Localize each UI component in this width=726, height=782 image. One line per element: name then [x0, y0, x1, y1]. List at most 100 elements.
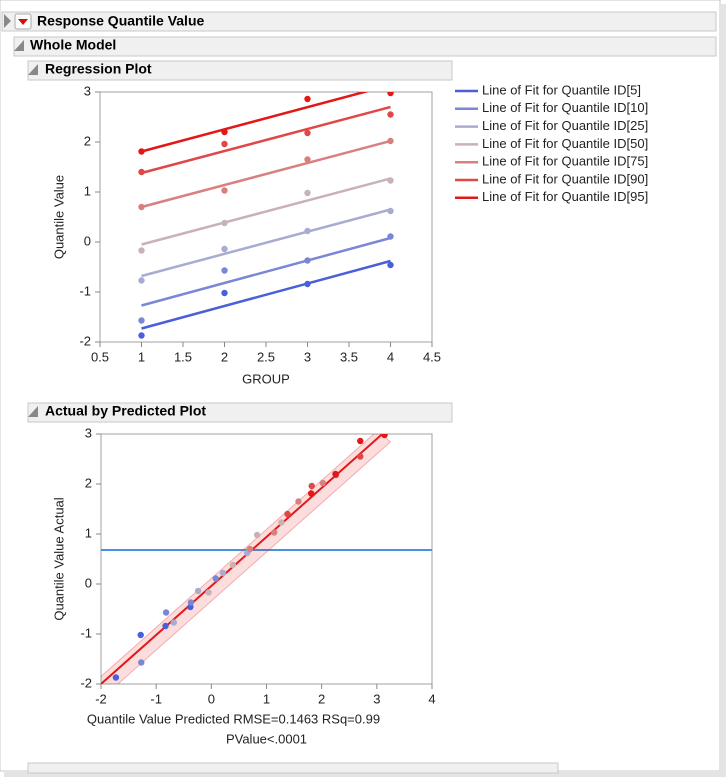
outline-header[interactable]	[13, 36, 717, 57]
plot-frame	[100, 433, 433, 685]
point	[307, 490, 315, 497]
point	[162, 622, 169, 630]
legend-label: Line of Fit for Quantile ID[25]	[482, 118, 648, 133]
point	[304, 95, 311, 103]
point	[221, 219, 228, 227]
outline-header[interactable]	[27, 60, 453, 81]
x-tick-label: 1.5	[174, 349, 192, 364]
point	[387, 137, 394, 145]
y-tick-label: 3	[85, 425, 92, 440]
fit-line	[141, 139, 391, 209]
disclosure-icon[interactable]	[28, 64, 38, 75]
x-axis-label: Quantile Value Predicted RMSE=0.1463 RSq…	[87, 711, 380, 726]
point	[138, 332, 145, 339]
point	[271, 529, 278, 536]
legend-label: Line of Fit for Quantile ID[75]	[482, 154, 648, 169]
point	[229, 561, 237, 569]
shadow	[4, 771, 720, 777]
point	[295, 498, 302, 505]
point	[138, 277, 145, 284]
point	[221, 187, 228, 194]
y-axis-label: Quantile Value	[51, 175, 66, 259]
outline-header[interactable]	[1, 11, 717, 32]
disclosure-icon[interactable]	[14, 40, 24, 51]
legend-label: Line of Fit for Quantile ID[5]	[482, 82, 641, 97]
point	[304, 257, 311, 264]
point	[304, 280, 311, 288]
point	[381, 434, 388, 439]
point	[221, 289, 228, 297]
x-tick-label: -1	[150, 691, 162, 706]
fit-line	[141, 177, 391, 246]
point	[304, 156, 311, 163]
point	[304, 129, 311, 137]
point	[170, 619, 178, 626]
red-triangle	[18, 19, 28, 25]
point	[205, 589, 212, 596]
x-tick-label: 1	[263, 691, 270, 706]
point	[387, 261, 394, 269]
y-tick-label: 2	[84, 133, 91, 148]
point	[284, 510, 291, 518]
point	[187, 599, 195, 606]
point	[308, 482, 315, 490]
plot-frame	[99, 91, 433, 343]
fit-line	[141, 236, 391, 307]
x-tick-label: 1	[138, 349, 145, 364]
point	[138, 247, 145, 254]
point	[332, 470, 339, 478]
point	[278, 519, 285, 526]
y-axis-label: Quantile Value Actual	[51, 497, 66, 620]
x-tick-label: 3.5	[340, 349, 358, 364]
point	[138, 148, 145, 155]
outline-header[interactable]	[27, 762, 559, 774]
point	[221, 128, 228, 136]
point	[387, 207, 394, 215]
y-tick-label: 3	[84, 83, 91, 98]
fit-line	[141, 105, 391, 175]
x-tick-label: 0.5	[91, 349, 109, 364]
y-tick-label: -2	[80, 675, 92, 690]
outline-header[interactable]	[27, 402, 453, 423]
x-tick-label: 4.5	[423, 349, 441, 364]
point	[112, 674, 120, 681]
point	[387, 233, 394, 240]
point	[304, 189, 311, 197]
y-tick-label: 1	[84, 183, 91, 198]
point	[221, 267, 228, 274]
point	[387, 177, 394, 184]
x-tick-label: 2.5	[257, 349, 275, 364]
x-tick-label: 3	[304, 349, 311, 364]
point	[138, 317, 145, 324]
point	[138, 203, 145, 211]
x-axis-label: PValue<.0001	[226, 731, 307, 746]
point	[246, 545, 254, 553]
disclosure-icon[interactable]	[28, 406, 38, 417]
x-tick-label: 2	[318, 691, 325, 706]
point	[387, 111, 394, 118]
x-tick-label: 4	[387, 349, 394, 364]
plot-area	[101, 434, 432, 684]
header-title: Response Quantile Value	[37, 13, 204, 29]
x-tick-label: 2	[221, 349, 228, 364]
x-tick-label: -2	[95, 691, 107, 706]
y-tick-label: -2	[79, 333, 91, 348]
point	[253, 531, 261, 539]
point	[357, 437, 364, 445]
section-title: Whole Model	[30, 37, 116, 53]
fit-line	[141, 259, 391, 330]
plots: 0.5 1 1.5 2 2.5 3 3.5 4 4.5 -2 -1 0 1 2 3 Quantile Valu…	[51, 82, 648, 746]
point	[219, 569, 227, 577]
x-tick-label: 0	[208, 691, 215, 706]
point	[304, 227, 311, 235]
legend-label: Line of Fit for Quantile ID[90]	[482, 171, 648, 186]
x-tick-label: 4	[428, 691, 435, 706]
point	[387, 92, 394, 97]
disclosure-icon[interactable]	[4, 14, 11, 28]
point	[221, 140, 228, 148]
legend-label: Line of Fit for Quantile ID[10]	[482, 100, 648, 115]
y-tick-label: -1	[80, 625, 92, 640]
y-tick-label: 0	[85, 575, 92, 590]
